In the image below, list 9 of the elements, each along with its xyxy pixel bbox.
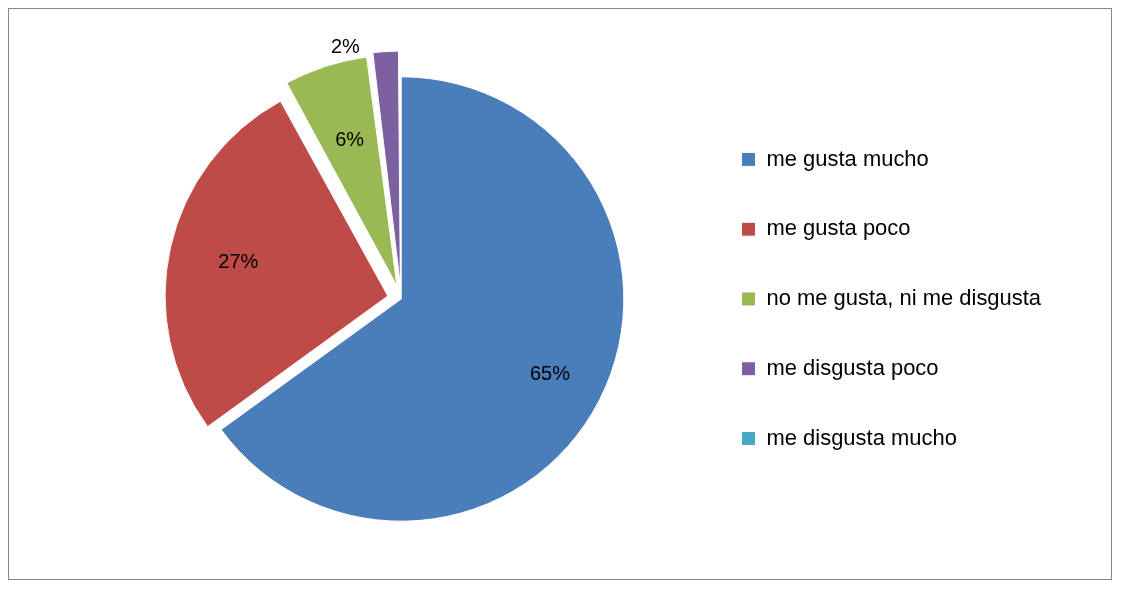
legend-label: me disgusta poco — [766, 354, 939, 380]
data-label: 6% — [335, 127, 365, 150]
legend-label: no me gusta, ni me disgusta — [766, 285, 1042, 311]
data-label: 27% — [218, 250, 259, 273]
legend-label: me disgusta mucho — [766, 424, 957, 450]
legend-label: me gusta poco — [766, 215, 911, 241]
data-label: 2% — [331, 34, 361, 57]
data-label: 65% — [529, 362, 571, 385]
legend-label: me gusta mucho — [766, 145, 929, 171]
